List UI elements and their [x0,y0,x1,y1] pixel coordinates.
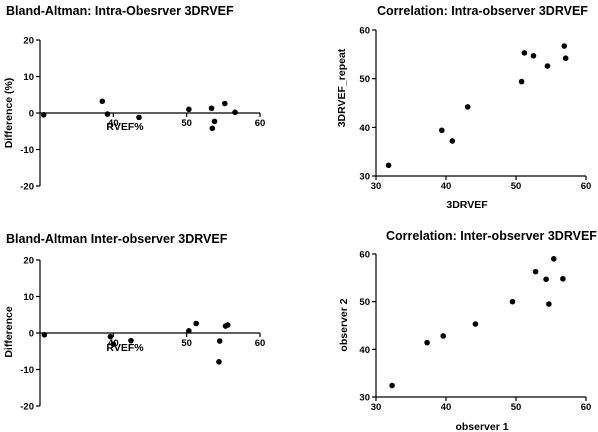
y-tick-label: 40 [359,123,370,134]
data-point [544,63,551,69]
data-point [110,341,117,348]
panel-correlation-intra: Correlation: Intra-observer 3DRVEF 3DRVE… [336,4,591,211]
data-point [209,125,216,132]
y-tick-label: 0 [29,329,34,340]
data-point [128,337,134,344]
y-axis-label: Difference (%) [3,78,15,149]
data-point [193,320,199,327]
x-tick-label: 60 [581,181,592,192]
y-tick-label: 50 [359,74,370,85]
data-point [439,127,445,134]
x-tick-label: 50 [511,402,522,413]
y-tick-label: -20 [20,182,34,193]
data-point [40,112,47,118]
data-point [521,50,528,56]
data-point [532,268,539,275]
y-tick-label: -10 [20,365,34,376]
data-point [136,114,142,121]
x-tick-label: 50 [181,118,192,129]
panel-bland-altman-inter: Bland-Altman Inter-observer 3DRVEF Diffe… [3,232,265,413]
x-axis-label: observer 1 [455,421,508,432]
x-tick-label: 50 [181,338,192,349]
chart-title: Correlation: Intra-observer 3DRVEF [377,4,588,18]
y-tick-label: 60 [359,250,370,261]
data-point [216,338,223,344]
x-tick-label: 60 [581,402,592,413]
x-tick-label: 50 [511,181,522,192]
y-tick-label: 40 [359,345,370,356]
y-tick-label: -10 [20,145,34,156]
y-tick-label: 0 [29,109,34,120]
y-tick-label: 10 [23,292,34,303]
data-point [385,162,392,169]
x-tick-label: 60 [255,118,266,129]
data-point [562,55,569,62]
x-tick-label: 30 [371,402,382,413]
y-tick-label: 10 [23,72,34,83]
x-tick-label: 40 [441,402,452,413]
y-tick-label: 30 [359,393,370,404]
x-tick-label: 30 [371,181,382,192]
data-point [222,100,228,107]
x-axis-label: 3DRVEF [446,199,488,211]
data-point [546,301,552,307]
data-point [224,322,231,328]
data-point [518,78,525,85]
data-point [186,106,192,113]
y-axis-label: 3DRVEF_repeat [336,48,348,127]
data-point [440,333,447,339]
x-axis-label: RVEF% [106,121,144,133]
y-tick-label: 20 [23,256,34,267]
data-point [543,276,549,283]
chart-title: Bland-Altman: Intra-Obesrver 3DRVEF [6,4,234,18]
data-point [530,52,537,59]
data-point [107,333,114,340]
y-tick-label: -20 [20,402,34,413]
data-point [186,328,192,334]
data-point [551,255,557,262]
x-tick-label: 40 [108,118,119,129]
y-tick-label: 20 [23,36,34,47]
y-tick-label: 30 [359,172,370,183]
data-point [472,321,479,327]
data-point [99,98,106,105]
x-tick-label: 40 [441,181,452,192]
data-point [561,43,568,49]
data-point [216,359,222,365]
data-point [104,111,111,117]
data-point [232,109,238,116]
y-tick-label: 50 [359,297,370,308]
data-point [464,104,471,110]
data-point [509,298,516,305]
panel-correlation-inter: Correlation: Inter-observer 3DRVEF obser… [338,229,597,432]
chart-title: Bland-Altman Inter-observer 3DRVEF [6,232,228,246]
data-point [41,332,48,338]
y-axis-label: Difference [3,306,15,358]
data-point [208,105,215,112]
panel-bland-altman-intra: Bland-Altman: Intra-Obesrver 3DRVEF Diff… [3,4,265,193]
data-point [389,382,395,389]
y-axis-label: observer 2 [338,298,350,351]
y-tick-label: 60 [359,26,370,37]
data-point [560,275,566,282]
data-point [211,118,218,125]
data-point [424,339,430,346]
x-tick-label: 60 [255,338,266,349]
data-point [449,138,456,144]
chart-title: Correlation: Inter-observer 3DRVEF [386,229,597,243]
